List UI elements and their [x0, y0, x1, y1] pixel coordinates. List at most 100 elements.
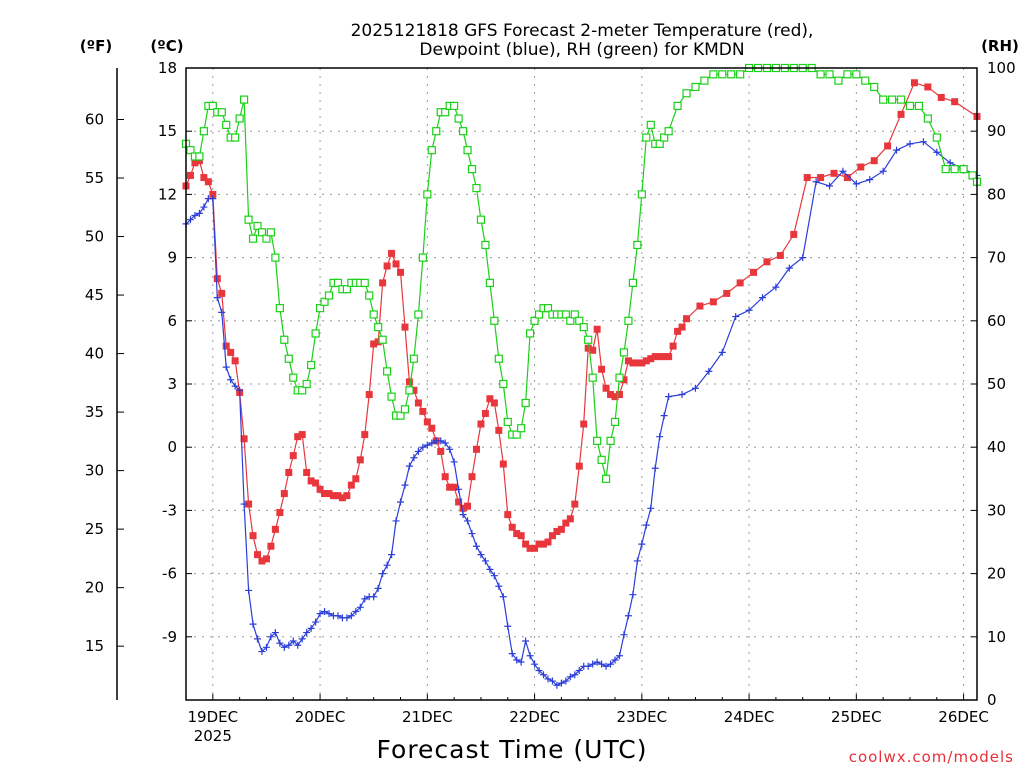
dewpoint-point: [213, 294, 221, 302]
dewpoint-point: [548, 677, 556, 685]
rh-point: [503, 417, 512, 427]
temperature-point: [338, 494, 346, 502]
rh-point: [923, 114, 932, 123]
rh-point: [253, 221, 262, 231]
temperature-point: [481, 409, 489, 417]
rh-point: [959, 165, 968, 174]
rh-point: [905, 101, 915, 111]
rh-point: [727, 70, 736, 79]
x-tick-label: 21DEC: [402, 708, 453, 726]
rh-point: [633, 240, 642, 250]
rh-point: [570, 310, 579, 319]
fahrenheit-tick-label: 15: [85, 637, 104, 655]
rh-point: [619, 348, 629, 357]
rh-point: [914, 101, 924, 111]
temperature-point: [352, 475, 360, 483]
x-tick-label: 22DEC: [509, 708, 560, 726]
rh-point: [315, 304, 325, 313]
temperature-point: [629, 359, 637, 367]
dewpoint-point: [289, 637, 297, 645]
rh-unit-label: (RH): [981, 37, 1019, 55]
dewpoint-point: [508, 650, 516, 658]
temperature-point: [276, 509, 284, 517]
rh-point: [409, 354, 419, 363]
dewpoint-point: [946, 159, 954, 167]
temperature-point: [526, 544, 534, 552]
rh-point: [485, 278, 494, 287]
rh-series: [181, 63, 982, 483]
dewpoint-point: [517, 658, 525, 666]
rh-point: [646, 120, 655, 129]
temperature-point: [544, 538, 552, 546]
rh-point: [463, 146, 472, 155]
rh-point: [932, 133, 941, 142]
temperature-point: [678, 323, 686, 331]
celsius-tick-label: 6: [167, 312, 177, 330]
temperature-point: [321, 490, 329, 498]
rh-point: [896, 95, 906, 104]
temperature-point: [624, 357, 632, 365]
temperature-point: [897, 110, 905, 118]
dewpoint-point: [535, 667, 543, 675]
dewpoint-point: [285, 641, 293, 649]
temperature-point: [316, 485, 324, 493]
temperature-point: [249, 532, 257, 540]
dewpoint-point: [620, 631, 628, 639]
temperature-point: [271, 525, 279, 533]
rh-point: [825, 70, 834, 79]
dewpoint-point: [866, 176, 874, 184]
rh-point: [217, 108, 226, 117]
temperature-point: [245, 500, 253, 508]
dewpoint-point: [307, 624, 315, 632]
dewpoint-point: [383, 561, 391, 569]
rh-point: [454, 114, 463, 123]
temperature-point: [334, 492, 342, 500]
dewpoint-point: [879, 167, 887, 175]
rh-point: [374, 323, 383, 332]
temperature-point: [683, 315, 691, 323]
temperature-point: [441, 473, 449, 481]
rh-point: [736, 70, 745, 79]
dewpoint-point: [665, 393, 673, 401]
dewpoint-point: [227, 376, 235, 384]
temperature-point: [571, 500, 579, 508]
dewpoint-point: [294, 641, 302, 649]
fahrenheit-tick-label: 20: [85, 579, 104, 597]
temperature-point: [723, 289, 731, 297]
rh-point: [816, 70, 825, 79]
rh-point: [950, 165, 959, 174]
temperature-point: [937, 93, 945, 101]
dewpoint-point: [544, 675, 552, 683]
temperature-point: [347, 481, 355, 489]
fahrenheit-tick-label: 45: [85, 286, 104, 304]
rh-point: [365, 291, 374, 300]
dewpoint-point: [638, 540, 646, 548]
dewpoint-point: [186, 216, 194, 224]
rh-point: [427, 146, 436, 155]
dewpoint-point: [423, 441, 431, 449]
temperature-point: [280, 490, 288, 498]
rh-line: [185, 67, 978, 479]
rh-point: [387, 392, 396, 401]
temperature-point: [750, 268, 758, 276]
dewpoint-point: [785, 264, 793, 272]
dewpoint-point: [437, 437, 445, 445]
dewpoint-point: [271, 629, 279, 637]
dewpoint-point: [633, 557, 641, 565]
rh-tick-label: 50: [987, 375, 1006, 393]
dewpoint-point: [772, 283, 780, 291]
dewpoint-point: [334, 612, 342, 620]
temperature-point: [209, 190, 217, 198]
dewpoint-point: [249, 620, 257, 628]
temperature-point: [423, 418, 431, 426]
dewpoint-point: [262, 643, 270, 651]
temperature-point: [522, 540, 530, 548]
rh-point: [280, 335, 289, 344]
dewpoint-point: [254, 635, 262, 643]
dewpoint-point: [419, 443, 427, 451]
temperature-point: [647, 355, 655, 363]
temperature-point: [651, 353, 659, 361]
x-tick-label: 19DEC: [188, 708, 239, 726]
rh-point: [655, 139, 664, 148]
